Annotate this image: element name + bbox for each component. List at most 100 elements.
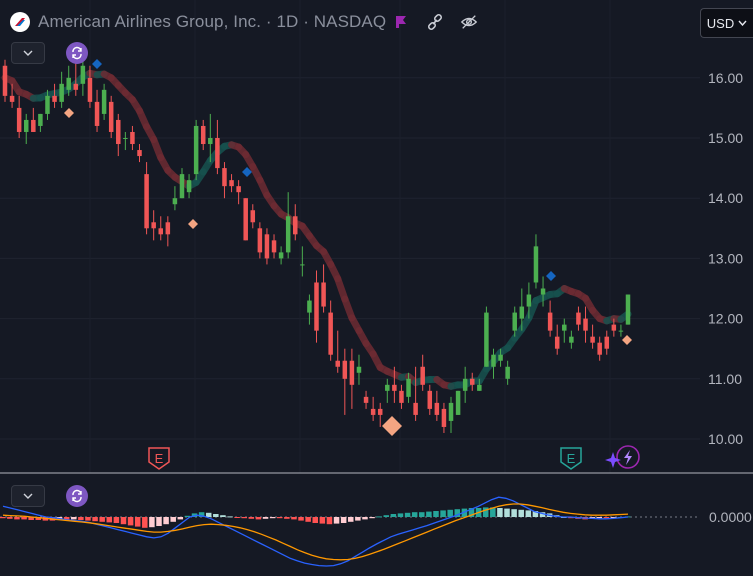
candle[interactable] bbox=[377, 402, 383, 427]
candle[interactable] bbox=[597, 336, 602, 361]
candle[interactable] bbox=[300, 246, 305, 277]
candle[interactable] bbox=[321, 264, 326, 313]
refresh-icon[interactable] bbox=[66, 485, 88, 507]
candle[interactable] bbox=[16, 95, 22, 138]
candle[interactable] bbox=[590, 324, 595, 349]
candle[interactable] bbox=[215, 119, 220, 175]
candle[interactable] bbox=[399, 384, 404, 409]
candle[interactable] bbox=[498, 348, 503, 367]
candle[interactable] bbox=[576, 306, 581, 331]
buy-signal-marker[interactable] bbox=[622, 335, 632, 345]
candle[interactable] bbox=[9, 83, 15, 108]
candle[interactable] bbox=[250, 204, 256, 229]
candle[interactable] bbox=[462, 366, 468, 403]
candle[interactable] bbox=[264, 228, 270, 265]
candle[interactable] bbox=[611, 318, 617, 337]
candle[interactable] bbox=[526, 282, 532, 319]
candle[interactable] bbox=[45, 89, 50, 120]
candle[interactable] bbox=[137, 144, 142, 163]
collapse-indicator-button[interactable] bbox=[11, 485, 45, 507]
candle[interactable] bbox=[434, 390, 440, 421]
candle[interactable] bbox=[427, 384, 433, 415]
candle[interactable] bbox=[470, 372, 475, 391]
candle[interactable] bbox=[604, 330, 610, 355]
candle[interactable] bbox=[562, 318, 567, 343]
candle[interactable] bbox=[618, 324, 624, 337]
candle[interactable] bbox=[491, 348, 496, 379]
candle[interactable] bbox=[179, 168, 185, 199]
candle[interactable] bbox=[123, 131, 128, 151]
candle[interactable] bbox=[533, 234, 539, 289]
candle[interactable] bbox=[151, 210, 156, 241]
candle[interactable] bbox=[477, 378, 482, 391]
candle[interactable] bbox=[101, 83, 107, 120]
candle[interactable] bbox=[236, 180, 241, 205]
candle[interactable] bbox=[222, 162, 227, 199]
candle[interactable] bbox=[455, 390, 461, 415]
candle[interactable] bbox=[271, 234, 277, 259]
candle[interactable] bbox=[52, 83, 57, 108]
candle[interactable] bbox=[165, 216, 171, 247]
candle[interactable] bbox=[116, 113, 121, 157]
flag-icon[interactable] bbox=[394, 15, 408, 29]
currency-selector[interactable]: USD bbox=[700, 8, 753, 38]
candle[interactable] bbox=[144, 162, 149, 235]
candle[interactable] bbox=[200, 119, 206, 151]
candle[interactable] bbox=[158, 216, 164, 241]
candle[interactable] bbox=[285, 192, 291, 259]
link-icon[interactable] bbox=[426, 13, 444, 31]
candle[interactable] bbox=[406, 372, 411, 403]
collapse-legend-button[interactable] bbox=[11, 42, 45, 64]
candle[interactable] bbox=[293, 204, 298, 241]
candle[interactable] bbox=[23, 113, 29, 145]
candle[interactable] bbox=[314, 270, 319, 343]
candle[interactable] bbox=[342, 348, 348, 415]
candle[interactable] bbox=[540, 276, 546, 307]
lightning-badge[interactable] bbox=[605, 445, 640, 469]
candle[interactable] bbox=[583, 306, 588, 343]
sell-signal-marker[interactable] bbox=[242, 167, 252, 177]
candle[interactable] bbox=[229, 174, 234, 193]
buy-signal-marker[interactable] bbox=[188, 219, 198, 229]
candle[interactable] bbox=[505, 360, 510, 385]
candle[interactable] bbox=[257, 222, 263, 259]
candle[interactable] bbox=[94, 89, 100, 132]
candle[interactable] bbox=[356, 354, 362, 385]
candle[interactable] bbox=[80, 59, 86, 96]
candle[interactable] bbox=[59, 71, 64, 108]
candle[interactable] bbox=[87, 65, 93, 108]
candle[interactable] bbox=[130, 125, 135, 151]
candle[interactable] bbox=[413, 366, 418, 421]
candle[interactable] bbox=[547, 300, 553, 337]
sell-signal-marker[interactable] bbox=[92, 59, 102, 69]
candle[interactable] bbox=[186, 174, 192, 199]
candle[interactable] bbox=[2, 59, 8, 102]
candle[interactable] bbox=[328, 300, 333, 361]
candle[interactable] bbox=[193, 119, 199, 181]
candle[interactable] bbox=[512, 306, 517, 337]
candle[interactable] bbox=[335, 330, 340, 373]
candle[interactable] bbox=[38, 113, 43, 132]
candle[interactable] bbox=[392, 366, 397, 403]
sell-signal-marker[interactable] bbox=[546, 271, 556, 281]
candle[interactable] bbox=[243, 198, 248, 241]
candle[interactable] bbox=[441, 402, 447, 433]
candle[interactable] bbox=[66, 65, 71, 96]
candle[interactable] bbox=[208, 113, 213, 163]
candle[interactable] bbox=[307, 294, 312, 325]
candle[interactable] bbox=[519, 288, 525, 331]
candle[interactable] bbox=[31, 107, 36, 132]
candle[interactable] bbox=[370, 396, 376, 421]
candle[interactable] bbox=[420, 354, 425, 391]
buy-signal-marker[interactable] bbox=[64, 108, 74, 118]
candle[interactable] bbox=[349, 348, 355, 409]
candle[interactable] bbox=[278, 246, 284, 265]
eye-off-icon[interactable] bbox=[460, 13, 478, 31]
symbol-title[interactable]: American Airlines Group, Inc. · 1D · NAS… bbox=[38, 12, 387, 31]
candle[interactable] bbox=[363, 390, 369, 409]
candle[interactable] bbox=[484, 306, 489, 367]
candle[interactable] bbox=[172, 186, 178, 211]
earnings-badge[interactable]: E bbox=[148, 447, 170, 470]
candle[interactable] bbox=[554, 324, 560, 355]
